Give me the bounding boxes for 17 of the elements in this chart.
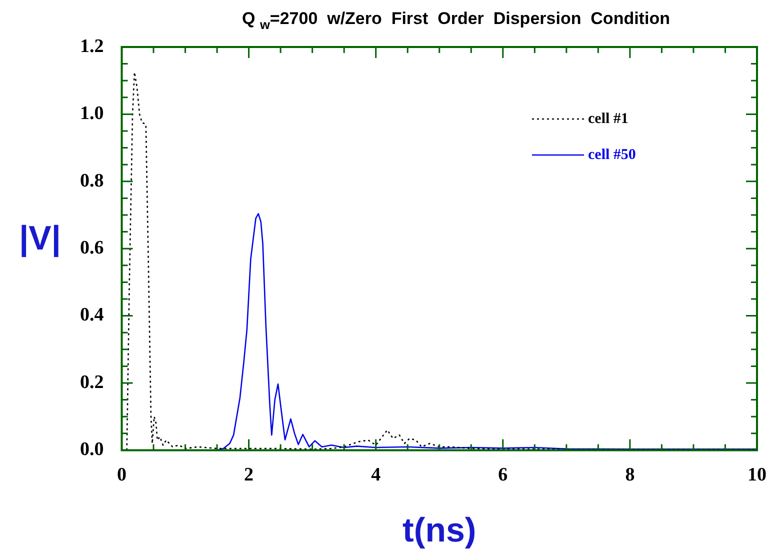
x-tick-label: 2 <box>244 464 254 486</box>
y-tick-label: 0.0 <box>80 439 104 460</box>
y-tick-label: 0.2 <box>80 372 104 393</box>
legend-label: cell #50 <box>588 146 636 163</box>
x-tick-label: 6 <box>498 464 508 486</box>
y-tick-label: 1.2 <box>80 36 104 57</box>
x-tick-label: 8 <box>625 464 635 486</box>
y-tick-label: 0.6 <box>80 238 104 259</box>
x-tick-label: 10 <box>748 464 766 486</box>
y-tick-label: 0.4 <box>80 304 104 326</box>
y-tick-label: 1.0 <box>80 103 104 124</box>
y-tick-label: 0.8 <box>80 170 104 192</box>
y-axis-title: |V| <box>19 219 61 258</box>
x-axis-title: t(ns) <box>402 511 476 550</box>
x-tick-label: 4 <box>371 464 382 486</box>
legend-label: cell #1 <box>588 110 628 127</box>
x-tick-label: 0 <box>117 464 126 486</box>
